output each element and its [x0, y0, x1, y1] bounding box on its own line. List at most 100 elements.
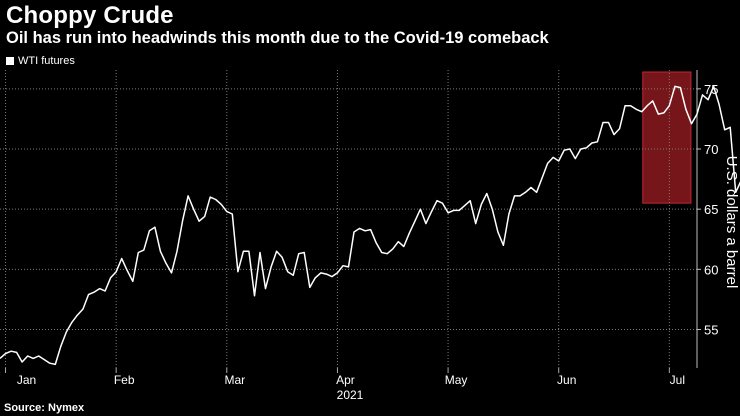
data-point	[591, 142, 592, 143]
data-point	[237, 271, 238, 272]
data-point	[403, 246, 404, 247]
data-point	[182, 221, 183, 222]
x-tick-label: Apr	[336, 373, 355, 387]
data-point	[691, 123, 692, 124]
data-point	[713, 86, 714, 87]
data-point	[674, 86, 675, 87]
data-point	[298, 253, 299, 254]
data-point	[171, 272, 172, 273]
data-point	[564, 150, 565, 151]
data-point	[702, 94, 703, 95]
data-point	[110, 277, 111, 278]
data-point	[663, 112, 664, 113]
x-tick-label: Jan	[17, 373, 36, 387]
data-point	[226, 211, 227, 212]
data-point	[525, 192, 526, 193]
highlight-box	[642, 71, 692, 204]
data-point	[486, 193, 487, 194]
data-point	[558, 160, 559, 161]
data-point	[680, 87, 681, 88]
legend-label: WTI futures	[18, 55, 75, 67]
data-point	[658, 114, 659, 115]
data-point	[376, 242, 377, 243]
data-point	[138, 252, 139, 253]
data-point	[176, 251, 177, 252]
data-point	[10, 351, 11, 352]
data-point	[641, 111, 642, 112]
data-point	[320, 272, 321, 273]
data-point	[60, 346, 61, 347]
data-point	[414, 221, 415, 222]
data-point	[685, 109, 686, 110]
data-point	[652, 100, 653, 101]
data-point	[353, 231, 354, 232]
data-point	[265, 288, 266, 289]
data-point	[282, 257, 283, 258]
data-point	[105, 290, 106, 291]
data-point	[492, 209, 493, 210]
data-point	[364, 230, 365, 231]
data-point	[55, 364, 56, 365]
data-point	[447, 212, 448, 213]
data-point	[597, 141, 598, 142]
data-point	[630, 105, 631, 106]
series-line-wti	[0, 85, 740, 366]
chart-title: Choppy Crude	[6, 2, 174, 29]
data-point	[669, 105, 670, 106]
data-point	[77, 314, 78, 315]
data-point	[348, 266, 349, 267]
x-tick-label: Jul	[670, 373, 685, 387]
data-point	[425, 223, 426, 224]
data-point	[309, 287, 310, 288]
data-point	[575, 158, 576, 159]
data-point	[735, 192, 736, 193]
data-point	[624, 105, 625, 106]
data-point	[215, 199, 216, 200]
data-point	[392, 248, 393, 249]
data-point	[514, 195, 515, 196]
data-point	[619, 128, 620, 129]
data-point	[154, 227, 155, 228]
data-point	[276, 251, 277, 252]
data-point	[99, 288, 100, 289]
data-point	[602, 122, 603, 123]
data-point	[503, 245, 504, 246]
data-point	[22, 361, 23, 362]
y-tick-label: 65	[704, 202, 718, 217]
data-point	[193, 209, 194, 210]
data-point	[127, 270, 128, 271]
data-point	[232, 213, 233, 214]
data-point	[613, 134, 614, 135]
y-axis-title: U.S. dollars a barrel	[723, 156, 740, 289]
data-point	[331, 276, 332, 277]
data-point	[497, 231, 498, 232]
data-point	[165, 263, 166, 264]
data-point	[304, 252, 305, 253]
source-note: Source: Nymex	[4, 402, 85, 414]
x-tick-label: Mar	[224, 373, 245, 387]
data-point	[580, 148, 581, 149]
x-year-label: 2021	[337, 388, 364, 402]
data-point	[121, 258, 122, 259]
chart-subtitle: Oil has run into headwinds this month du…	[6, 29, 549, 47]
y-tick-label: 70	[704, 142, 718, 157]
legend: WTI futures	[6, 55, 75, 67]
data-point	[199, 221, 200, 222]
data-point	[436, 200, 437, 201]
data-point	[608, 122, 609, 123]
data-point	[381, 252, 382, 253]
data-point	[243, 251, 244, 252]
data-point	[326, 274, 327, 275]
data-point	[33, 358, 34, 359]
data-point	[88, 294, 89, 295]
data-point	[542, 177, 543, 178]
data-point	[696, 114, 697, 115]
data-point	[116, 271, 117, 272]
data-point	[132, 281, 133, 282]
data-point	[143, 249, 144, 250]
data-point	[149, 230, 150, 231]
x-tick-label: Feb	[114, 373, 135, 387]
data-point	[453, 210, 454, 211]
data-point	[586, 147, 587, 148]
x-tick-label: May	[445, 373, 468, 387]
